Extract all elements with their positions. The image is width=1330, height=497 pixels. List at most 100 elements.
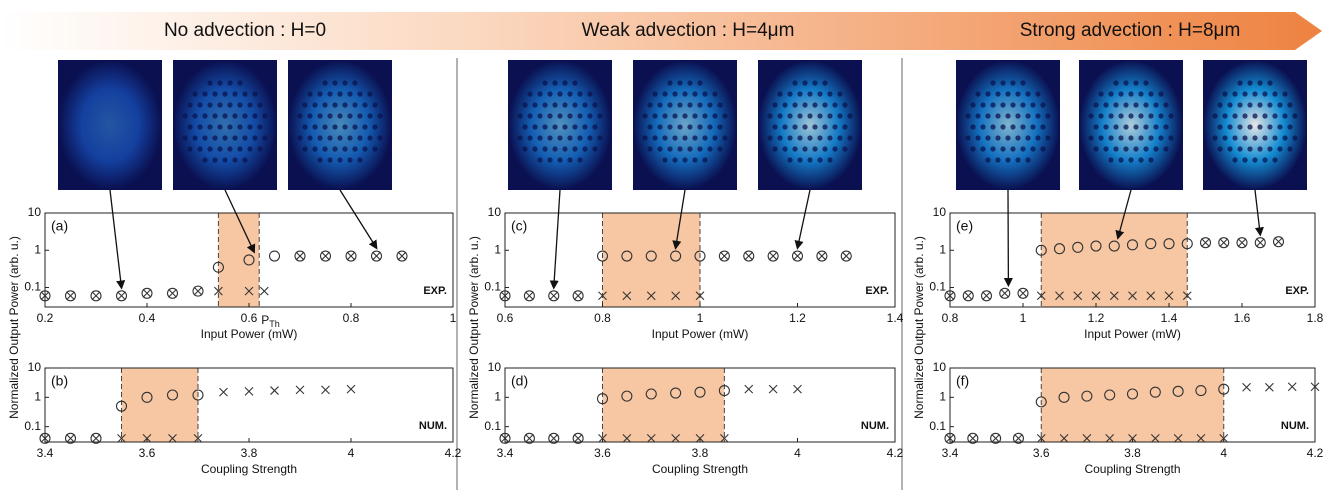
pattern-hole: [537, 91, 542, 96]
pattern-hole: [227, 124, 232, 129]
pattern-hole: [1000, 124, 1005, 129]
pattern-hole: [667, 102, 672, 107]
pattern-hole: [1040, 102, 1045, 107]
data-point: [322, 252, 330, 260]
pattern-hole: [227, 146, 232, 151]
pattern-hole: [517, 113, 522, 118]
pattern-hole: [1277, 124, 1282, 129]
pattern-hole: [262, 135, 267, 140]
data-point: [745, 385, 753, 393]
pattern-hole: [1093, 102, 1098, 107]
pointer-arrow: [798, 190, 811, 248]
pattern-hole: [767, 113, 772, 118]
pattern-hole: [1282, 91, 1287, 96]
pattern-hole: [357, 113, 362, 118]
pattern-hole: [827, 157, 832, 162]
pattern-image: [1203, 60, 1307, 190]
pattern-hole: [822, 146, 827, 151]
x-tick-label: 1: [697, 311, 704, 325]
pattern-hole: [187, 124, 192, 129]
pattern-hole: [792, 124, 797, 129]
data-point: [1019, 289, 1027, 297]
x-axis-label: Coupling Strength: [652, 462, 748, 476]
pattern-hole: [707, 124, 712, 129]
pattern-hole: [207, 80, 212, 85]
pattern-hole: [990, 80, 995, 85]
pattern-hole: [187, 102, 192, 107]
pattern-hole: [787, 135, 792, 140]
pattern-hole: [317, 135, 322, 140]
x-tick-label: 3.4: [942, 446, 959, 460]
x-tick-label: 0.8: [942, 311, 959, 325]
x-axis-label: Input Power (mW): [1084, 327, 1181, 341]
pattern-hole: [587, 135, 592, 140]
pattern-hole: [1153, 124, 1158, 129]
pattern-hole: [572, 80, 577, 85]
pattern-hole: [1222, 135, 1227, 140]
pattern-hole: [342, 80, 347, 85]
pattern-hole: [1232, 135, 1237, 140]
pattern-hole: [297, 135, 302, 140]
pattern-hole: [232, 157, 237, 162]
pattern-hole: [827, 135, 832, 140]
pattern-hole: [217, 80, 222, 85]
pattern-hole: [1010, 124, 1015, 129]
data-point: [322, 386, 330, 394]
pattern-hole: [562, 102, 567, 107]
pattern-hole: [1153, 102, 1158, 107]
x-tick-label: 4: [348, 446, 355, 460]
pattern-hole: [802, 146, 807, 151]
x-tick-label: 0.8: [594, 311, 611, 325]
pointer-arrow: [110, 190, 122, 288]
pattern-hole: [197, 102, 202, 107]
pattern-hole: [965, 135, 970, 140]
pattern-hole: [990, 146, 995, 151]
pattern-hole: [970, 146, 975, 151]
data-point: [296, 386, 304, 394]
pattern-hole: [187, 146, 192, 151]
pattern-hole: [1158, 135, 1163, 140]
pattern-hole: [772, 146, 777, 151]
panel-tag: NUM.: [419, 420, 447, 432]
pattern-hole: [567, 135, 572, 140]
column-title: Weak advection : H=4μm: [582, 20, 795, 41]
pattern-hole: [797, 113, 802, 118]
panel-tag: NUM.: [861, 420, 889, 432]
pattern-hole: [1103, 102, 1108, 107]
pattern-hole: [252, 91, 257, 96]
pattern-hole: [985, 91, 990, 96]
data-point: [118, 292, 126, 300]
pattern-image: [288, 60, 392, 190]
pattern-hole: [1138, 157, 1143, 162]
pattern-hole: [1143, 102, 1148, 107]
pattern-hole: [1143, 124, 1148, 129]
pattern-hole: [1242, 113, 1247, 118]
pattern-hole: [1257, 146, 1262, 151]
pattern-hole: [1277, 102, 1282, 107]
pattern-hole: [542, 80, 547, 85]
pattern-hole: [797, 135, 802, 140]
pattern-hole: [1232, 113, 1237, 118]
pattern-hole: [1020, 102, 1025, 107]
pattern-hole: [1267, 80, 1272, 85]
threshold-region: [1041, 368, 1224, 442]
pattern-hole: [352, 124, 357, 129]
pattern-hole: [717, 102, 722, 107]
pattern-hole: [647, 146, 652, 151]
pattern-hole: [377, 113, 382, 118]
pattern-hole: [667, 124, 672, 129]
pattern-hole: [777, 91, 782, 96]
pattern-hole: [1282, 113, 1287, 118]
pattern-hole: [677, 80, 682, 85]
pattern-hole: [212, 135, 217, 140]
data-point: [769, 252, 777, 260]
data-point: [818, 252, 826, 260]
pattern-hole: [1272, 157, 1277, 162]
pattern-hole: [372, 102, 377, 107]
pattern-hole: [557, 135, 562, 140]
pattern-hole: [1143, 80, 1148, 85]
data-point: [1014, 434, 1022, 442]
pattern-hole: [1045, 135, 1050, 140]
pattern-hole: [672, 91, 677, 96]
pattern-hole: [985, 113, 990, 118]
